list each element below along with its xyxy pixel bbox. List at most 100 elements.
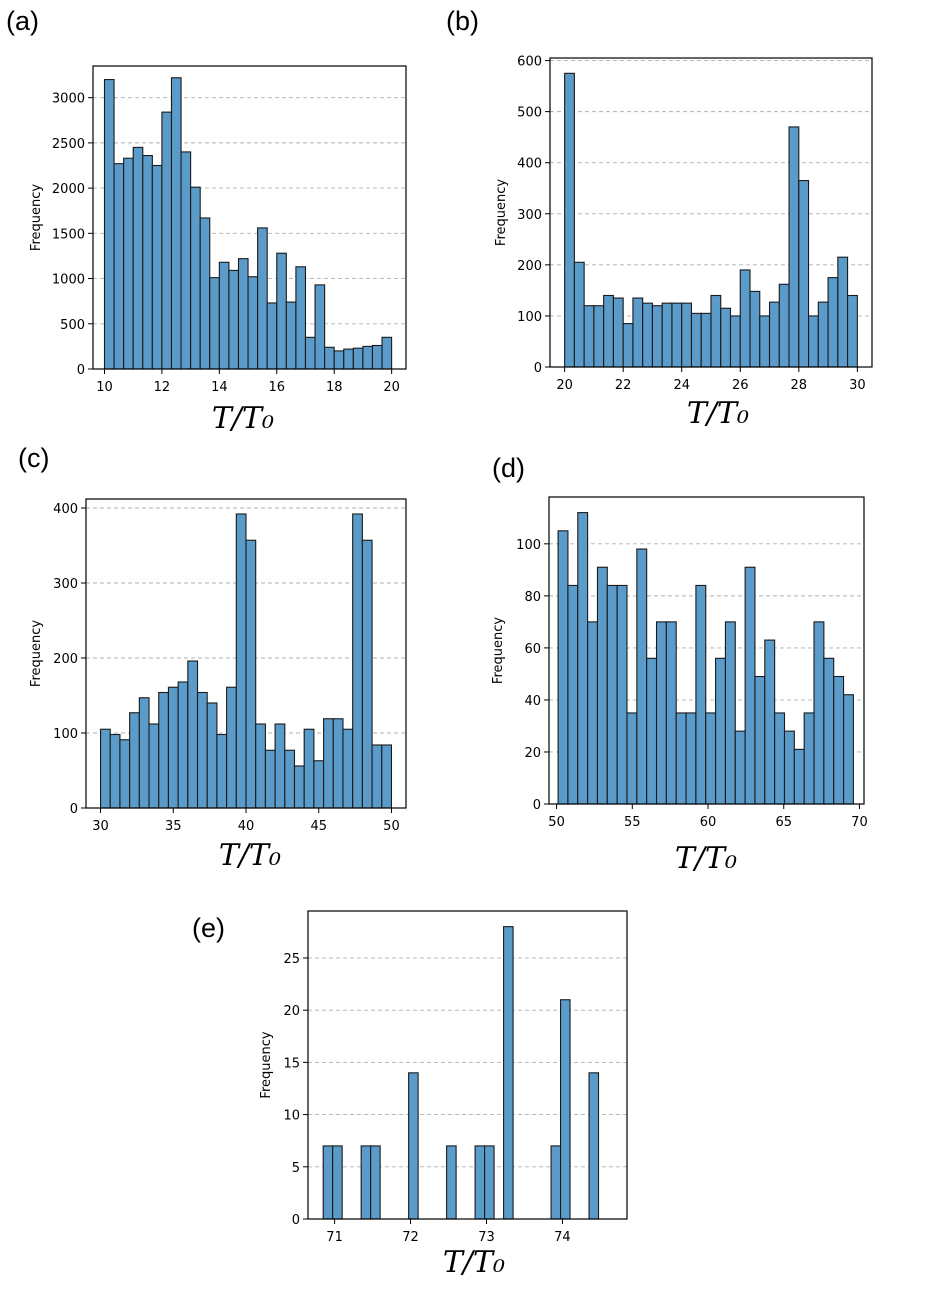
- histogram-bar: [636, 548, 648, 805]
- histogram-bar: [257, 227, 268, 370]
- histogram-bar: [474, 1145, 486, 1220]
- y-tick-label: 100: [516, 538, 541, 553]
- x-axis-label: T/T₀: [212, 401, 274, 436]
- histogram-bar: [724, 621, 736, 805]
- x-axis-label: T/T₀: [687, 396, 749, 431]
- histogram-bar: [681, 302, 693, 368]
- x-tick-label: 30: [92, 819, 109, 834]
- histogram-bar: [715, 657, 726, 805]
- histogram-bar: [266, 302, 278, 370]
- histogram-bar: [151, 164, 163, 370]
- y-tick-label: 0: [292, 1213, 300, 1228]
- y-tick-label: 500: [517, 106, 542, 121]
- x-tick-label: 55: [624, 815, 641, 830]
- y-tick-label: 500: [60, 318, 85, 333]
- x-tick-label: 30: [849, 378, 866, 393]
- x-tick-label: 24: [673, 378, 690, 393]
- y-tick-label: 0: [534, 361, 542, 376]
- histogram-bar: [700, 312, 712, 368]
- histogram-bar: [646, 657, 658, 805]
- x-tick-label: 12: [154, 380, 171, 395]
- histogram-bar: [768, 301, 780, 368]
- histogram-bar: [749, 290, 761, 368]
- histogram-bar: [729, 315, 741, 368]
- x-tick-label: 14: [211, 380, 228, 395]
- histogram-bar: [352, 513, 363, 809]
- histogram-bar: [304, 336, 316, 370]
- x-tick-label: 18: [326, 380, 343, 395]
- y-tick-label: 200: [517, 259, 542, 274]
- x-tick-label: 20: [383, 380, 400, 395]
- histogram-bar: [142, 154, 153, 370]
- chart-panel-d: (d) 0 20 40 60 80 100 50 55 60 65 70 Frequency T/T₀: [491, 453, 868, 876]
- histogram-bar: [313, 760, 325, 809]
- y-tick-label: 1000: [52, 273, 85, 288]
- histogram-bar: [167, 686, 179, 809]
- histogram-bar: [720, 307, 732, 368]
- histogram-bar: [587, 621, 599, 805]
- panel-label: (a): [6, 6, 39, 36]
- histogram-bar: [303, 728, 315, 809]
- histogram-bar: [99, 728, 111, 809]
- histogram-bar: [370, 1145, 381, 1220]
- histogram-bar: [190, 186, 201, 370]
- histogram-bar: [764, 639, 776, 805]
- histogram-bar: [567, 584, 579, 805]
- y-tick-label: 400: [53, 502, 78, 517]
- histogram-bar: [284, 749, 296, 809]
- histogram-bar: [362, 345, 374, 370]
- histogram-bar: [255, 723, 266, 809]
- histogram-bar: [622, 323, 634, 368]
- x-tick-label: 10: [96, 380, 113, 395]
- histogram-bar: [314, 284, 326, 370]
- histogram-bar: [675, 712, 687, 805]
- histogram-bar: [170, 77, 182, 370]
- histogram-bar: [408, 1072, 419, 1220]
- y-axis-label: Frequency: [29, 620, 44, 687]
- histogram-bar: [823, 657, 835, 805]
- chart-panel-c: (c) 0 100 200 300 400 30 35 40 45 50 Frequency T/T₀: [18, 443, 407, 873]
- histogram-bar: [626, 712, 638, 805]
- x-tick-label: 71: [326, 1230, 343, 1245]
- chart-panel-e: (e) 0 5 10 15 20 25 71 72 73 74 Frequency T/T₀: [192, 910, 628, 1280]
- histogram-bar: [484, 1145, 495, 1220]
- histogram-bar: [606, 584, 618, 805]
- histogram-bar: [583, 305, 595, 368]
- histogram-bar: [827, 277, 839, 368]
- x-tick-label: 45: [310, 819, 327, 834]
- histogram-bar: [665, 621, 677, 805]
- histogram-bar: [671, 302, 683, 368]
- x-tick-label: 50: [383, 819, 400, 834]
- histogram-bar: [343, 348, 354, 370]
- y-tick-label: 5: [292, 1161, 300, 1176]
- histogram-bar: [446, 1145, 457, 1220]
- histogram-bar: [332, 718, 344, 809]
- histogram-bar: [199, 217, 211, 370]
- histogram-bar: [744, 566, 756, 805]
- chart-panel-a: (a) 0 500 1000 1500 2000 2500 3000 10 12 14 16 18 20 F…: [6, 6, 407, 436]
- x-tick-label: 22: [615, 378, 632, 393]
- x-tick-label: 70: [851, 815, 868, 830]
- histogram-bar: [557, 530, 569, 805]
- y-tick-label: 40: [524, 694, 541, 709]
- x-tick-label: 16: [269, 380, 286, 395]
- histogram-bar: [642, 302, 653, 368]
- histogram-bar: [381, 744, 393, 809]
- histogram-bar: [612, 297, 624, 368]
- panel-label: (c): [18, 443, 49, 473]
- x-tick-label: 73: [478, 1230, 495, 1245]
- y-tick-label: 0: [70, 802, 78, 817]
- y-tick-label: 100: [517, 310, 542, 325]
- histogram-bar: [235, 513, 247, 809]
- histogram-bar: [793, 748, 805, 805]
- x-tick-label: 60: [700, 815, 717, 830]
- histogram-bar: [651, 305, 663, 368]
- histogram-bar: [113, 163, 125, 370]
- y-tick-label: 60: [524, 642, 541, 657]
- histogram-bar: [774, 712, 786, 805]
- y-tick-label: 80: [524, 590, 541, 605]
- y-tick-label: 3000: [52, 92, 85, 107]
- histogram-bar: [324, 346, 335, 370]
- histogram-bar: [603, 294, 614, 368]
- plot-frame: [548, 496, 865, 805]
